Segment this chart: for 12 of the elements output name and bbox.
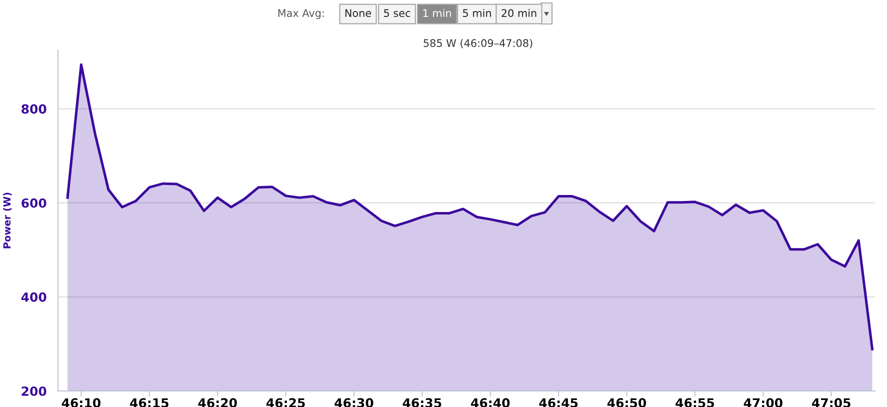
text: 5 sec <box>384 9 410 18</box>
y-tick-label: 600 <box>22 198 46 208</box>
y-tick-label: 200 <box>22 386 46 396</box>
text: 5 min <box>463 8 491 18</box>
y-tick-label: 400 <box>21 292 46 302</box>
text: 20 min <box>502 8 536 18</box>
text: 1 min <box>423 8 451 17</box>
y-axis-title: Power (W) <box>3 192 12 248</box>
text: None <box>345 9 372 18</box>
text: Max Avg: <box>278 9 324 20</box>
y-tick-label: 800 <box>22 104 46 114</box>
text: 585 W (46:09–47:08) <box>424 38 532 48</box>
